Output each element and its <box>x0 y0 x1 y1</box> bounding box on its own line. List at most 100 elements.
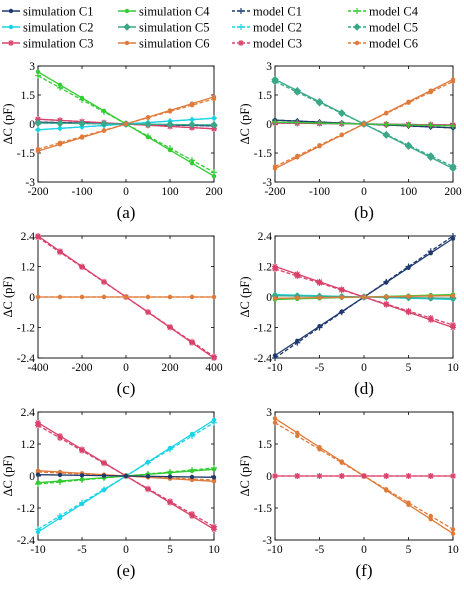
legend-marker <box>238 24 244 30</box>
x-tick-label: 0 <box>123 544 129 556</box>
x-tick-label: -10 <box>267 362 283 374</box>
legend-item-simulation-c1: simulation C1 <box>2 5 94 19</box>
panel-label: (a) <box>117 203 136 222</box>
data-point <box>316 280 323 287</box>
y-tick-label: -2.4 <box>17 353 35 365</box>
data-point <box>272 355 278 361</box>
data-point <box>167 109 173 114</box>
legend-label: simulation C6 <box>139 37 210 51</box>
data-point <box>293 88 301 96</box>
data-point <box>144 120 152 128</box>
data-point <box>450 79 456 84</box>
legend-item-model-c3: model C3 <box>232 37 302 51</box>
legend-marker <box>123 23 131 31</box>
y-tick-label: 0 <box>266 119 272 131</box>
data-point <box>211 96 217 102</box>
data-point <box>34 119 42 127</box>
series-model-c5 <box>34 119 218 129</box>
legend-marker <box>238 40 244 46</box>
x-tick-label: 200 <box>444 186 462 198</box>
data-point <box>167 469 173 475</box>
data-point <box>384 487 389 492</box>
y-tick-label: 3 <box>266 61 272 73</box>
y-axis-label: ΔC (pF) <box>1 103 15 144</box>
series-model-c4 <box>35 72 217 176</box>
data-point <box>35 472 41 477</box>
panel-b: -200 -100 0 100 200 -3 -1.5 0 1.5 3 ΔC (pF) (b) <box>238 61 462 222</box>
data-point <box>406 294 411 299</box>
data-point <box>383 473 390 479</box>
x-tick-label: -5 <box>315 362 325 374</box>
legend-item-simulation-c5: simulation C5 <box>118 21 210 35</box>
data-point <box>189 511 195 517</box>
series-model-c6 <box>35 96 217 152</box>
series-model-c3 <box>35 234 217 360</box>
x-tick-label: 10 <box>447 362 459 374</box>
data-point <box>167 446 173 453</box>
y-tick-label: 1.5 <box>258 439 273 451</box>
data-point <box>405 121 412 128</box>
data-point <box>35 294 41 300</box>
data-point <box>404 141 413 149</box>
data-point <box>57 140 63 146</box>
x-tick-label: 0 <box>361 186 367 198</box>
x-tick-label: 100 <box>161 186 179 198</box>
panel-label: (b) <box>354 203 374 222</box>
legend-marker <box>8 24 14 30</box>
x-tick-label: 0 <box>123 186 129 198</box>
legend-item-model-c6: model C6 <box>348 37 418 51</box>
data-point <box>211 294 217 300</box>
data-point <box>338 120 345 127</box>
data-point <box>35 234 41 241</box>
series-line <box>37 236 215 358</box>
data-point <box>210 121 218 129</box>
data-point <box>79 134 85 139</box>
panel-label: (c) <box>117 379 136 398</box>
data-point <box>406 100 411 105</box>
data-point <box>294 473 301 479</box>
y-tick-label: 3 <box>29 61 35 73</box>
y-tick-label: -1.2 <box>17 323 35 335</box>
data-point <box>79 96 85 103</box>
data-point <box>35 481 41 487</box>
y-tick-label: 2.4 <box>21 231 36 243</box>
data-point <box>428 517 433 522</box>
legend-marker <box>238 8 244 14</box>
data-point <box>100 120 108 128</box>
data-point <box>189 102 195 108</box>
data-point <box>382 130 390 139</box>
data-point <box>338 109 346 118</box>
data-point <box>384 294 389 299</box>
data-point <box>56 119 64 127</box>
x-tick-label: -10 <box>30 544 46 556</box>
series-line <box>37 467 215 485</box>
y-tick-label: -1.5 <box>254 148 272 160</box>
data-point <box>317 447 322 452</box>
series-model-c3 <box>35 422 217 530</box>
data-point <box>79 477 85 483</box>
y-tick-label: 1.2 <box>21 439 36 451</box>
legend-item-simulation-c6: simulation C6 <box>118 37 210 51</box>
data-point <box>317 143 322 148</box>
data-point <box>406 500 411 505</box>
legend-marker <box>354 8 360 14</box>
y-tick-label: 0 <box>266 471 272 483</box>
data-point <box>211 475 217 480</box>
data-point <box>338 473 345 479</box>
series-simulation-c6 <box>272 293 456 301</box>
series-line <box>37 75 215 173</box>
data-point <box>189 338 195 345</box>
y-tick-label: 2.4 <box>21 407 36 419</box>
x-tick-label: -400 <box>27 362 48 374</box>
data-point <box>78 119 86 128</box>
data-point <box>428 513 433 519</box>
data-point <box>405 307 412 314</box>
data-point <box>189 474 195 480</box>
data-point <box>450 122 456 129</box>
data-point <box>272 119 278 126</box>
legend-label: simulation C1 <box>23 5 94 19</box>
series-model-c6 <box>272 79 456 169</box>
y-tick-label: 0 <box>266 292 272 304</box>
y-tick-label: -3 <box>262 177 272 189</box>
